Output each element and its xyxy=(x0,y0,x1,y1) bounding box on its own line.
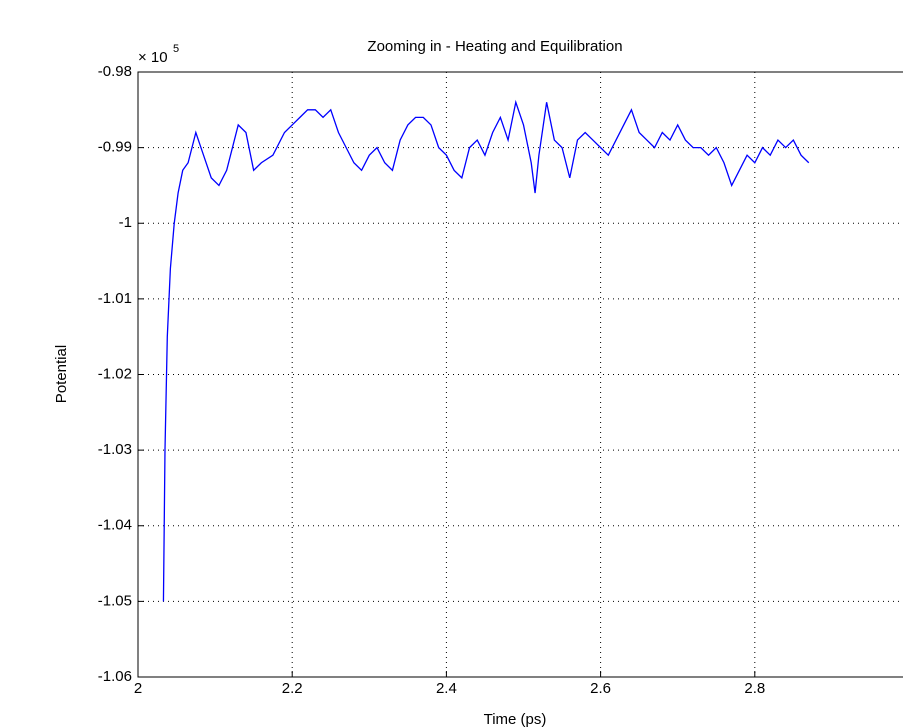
y-tick-label: -1.05 xyxy=(98,592,132,609)
y-tick-label: -0.98 xyxy=(98,63,132,80)
x-tick-label: 2.6 xyxy=(590,680,611,697)
y-tick-label: -1.04 xyxy=(98,517,132,534)
y-tick-label: -1.02 xyxy=(98,365,132,382)
plot-frame xyxy=(137,71,903,678)
y-multiplier-exponent: 5 xyxy=(173,43,179,55)
x-tick-label: 2.4 xyxy=(436,680,457,697)
data-line xyxy=(162,99,810,602)
y-tick-label: -0.99 xyxy=(98,139,132,156)
y-tick-label: -1.03 xyxy=(98,441,132,458)
x-axis-label: Time (ps) xyxy=(484,711,547,728)
y-multiplier: × 10 xyxy=(138,49,168,66)
y-tick-label: -1.01 xyxy=(98,290,132,307)
y-tick-label: -1.06 xyxy=(98,668,132,685)
chart-title: Zooming in - Heating and Equilibration xyxy=(367,38,622,55)
y-tick-label: -1 xyxy=(119,214,132,231)
x-tick-label: 2.2 xyxy=(282,680,303,697)
y-axis-label: Potential xyxy=(53,345,70,403)
x-tick-label: 2.8 xyxy=(744,680,765,697)
x-tick-label: 2 xyxy=(134,680,142,697)
